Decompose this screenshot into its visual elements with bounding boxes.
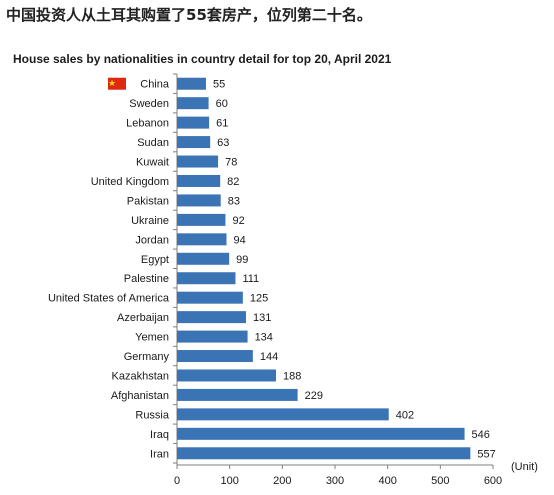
value-label: 546: [472, 429, 490, 441]
bar: [177, 97, 209, 110]
unit-label: (Unit): [511, 461, 538, 473]
bar: [177, 447, 471, 460]
value-label: 188: [283, 370, 301, 382]
bar: [177, 369, 277, 382]
bar: [177, 136, 211, 149]
bar: [177, 77, 206, 90]
value-label: 83: [228, 195, 240, 207]
category-label: Palestine: [124, 273, 169, 285]
category-label: China: [140, 79, 170, 91]
bar: [177, 272, 236, 285]
category-label: United Kingdom: [91, 176, 169, 188]
bar: [177, 233, 227, 246]
value-label: 134: [255, 332, 273, 344]
bar: [177, 311, 246, 324]
x-tick-label: 600: [484, 475, 502, 487]
bar: [177, 408, 389, 421]
category-label: Russia: [135, 409, 170, 421]
category-label: Yemen: [135, 332, 169, 344]
category-label: Iraq: [150, 429, 169, 441]
value-label: 78: [225, 157, 237, 169]
value-label: 402: [396, 409, 414, 421]
category-label: Sweden: [129, 98, 169, 110]
category-label: Afghanistan: [111, 390, 169, 402]
bar: [177, 174, 221, 187]
bar: [177, 291, 243, 304]
bar: [177, 330, 248, 343]
value-label: 144: [260, 351, 278, 363]
category-label: Germany: [124, 351, 170, 363]
x-tick-label: 400: [378, 475, 396, 487]
value-label: 60: [216, 98, 228, 110]
value-label: 92: [232, 215, 244, 227]
category-label: Kazakhstan: [112, 370, 169, 382]
x-tick-label: 100: [220, 475, 238, 487]
bar: [177, 388, 298, 401]
category-label: Jordan: [135, 234, 169, 246]
bar: [177, 427, 465, 440]
category-label: United States of America: [48, 293, 170, 305]
china-flag-icon: [108, 77, 126, 90]
value-label: 94: [234, 234, 246, 246]
category-label: Ukraine: [131, 215, 169, 227]
category-label: Iran: [150, 448, 169, 460]
bar: [177, 155, 219, 168]
bar: [177, 116, 210, 129]
value-label: 131: [253, 312, 271, 324]
flag-star-icon: [108, 79, 116, 87]
value-label: 63: [217, 137, 229, 149]
bar: [177, 194, 221, 207]
caption: 中国投资人从土耳其购置了55套房产，位列第二十名。: [6, 6, 372, 24]
value-label: 99: [236, 254, 248, 266]
x-tick-label: 200: [273, 475, 291, 487]
value-label: 82: [227, 176, 239, 188]
value-label: 55: [213, 79, 225, 91]
chart-title: House sales by nationalities in country …: [13, 52, 392, 66]
value-label: 557: [477, 448, 495, 460]
bar: [177, 213, 226, 226]
bar: [177, 350, 253, 363]
value-label: 61: [216, 118, 228, 130]
value-label: 229: [305, 390, 323, 402]
x-tick-label: 500: [431, 475, 449, 487]
category-label: Sudan: [137, 137, 169, 149]
bar: [177, 252, 230, 265]
category-label: Pakistan: [127, 195, 169, 207]
category-label: Kuwait: [136, 157, 169, 169]
value-label: 125: [250, 293, 268, 305]
value-label: 111: [242, 273, 259, 285]
category-label: Azerbaijan: [117, 312, 169, 324]
category-label: Egypt: [141, 254, 169, 266]
x-tick-label: 0: [174, 475, 180, 487]
category-label: Lebanon: [126, 118, 169, 130]
x-tick-label: 300: [326, 475, 344, 487]
